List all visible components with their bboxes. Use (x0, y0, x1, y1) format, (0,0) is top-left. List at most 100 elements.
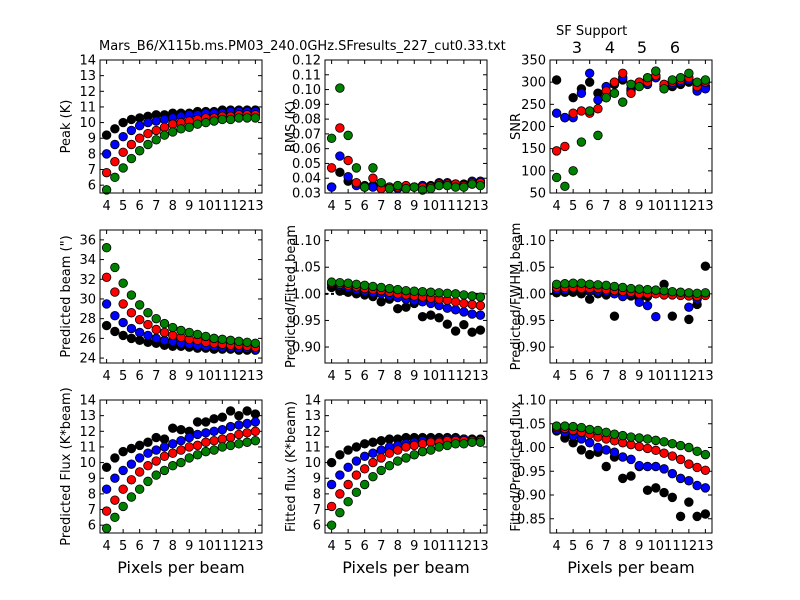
data-point (209, 426, 219, 436)
x-tick-label: 7 (377, 199, 385, 214)
x-tick-label: 9 (410, 369, 418, 384)
y-tick-label: 1.10 (292, 234, 321, 249)
x-tick-label: 11 (439, 539, 456, 554)
data-point (659, 84, 669, 94)
data-point (151, 432, 161, 443)
data-point (134, 484, 145, 494)
data-point (467, 309, 477, 319)
x-tick-label: 4 (102, 539, 110, 554)
data-point (335, 83, 345, 93)
data-point (151, 116, 161, 126)
data-point (659, 464, 669, 474)
data-point (101, 243, 112, 253)
y-tick-label: 200 (521, 120, 546, 135)
data-point (401, 183, 411, 194)
plot-frame (549, 399, 713, 534)
x-tick-label: 13 (472, 369, 489, 384)
data-point (450, 182, 461, 192)
data-point (568, 166, 578, 176)
y-tick-label: 10 (79, 456, 96, 471)
y-axis-label: Peak (K) (59, 100, 74, 154)
data-point (551, 108, 562, 118)
data-point (475, 300, 486, 311)
data-point (376, 282, 386, 293)
data-point (368, 163, 378, 173)
data-point (426, 445, 436, 455)
data-point (700, 465, 711, 476)
data-point (151, 135, 161, 145)
data-point (667, 287, 678, 297)
data-point (110, 453, 120, 463)
y-tick-label: 8 (313, 487, 321, 502)
x-tick-label: 13 (247, 369, 264, 384)
data-point (651, 435, 661, 446)
data-point (560, 421, 570, 431)
data-point (576, 422, 587, 433)
data-point (551, 146, 562, 156)
data-point (118, 317, 128, 328)
y-tick-label: 1.05 (292, 261, 321, 276)
x-tick-label: 4 (552, 539, 560, 554)
data-point (159, 335, 170, 346)
x-tick-label: 7 (152, 199, 160, 214)
subplot-4: 4 5 6 7 8 9 10 11 12 13 0.90 0.95 1.00 1.05 1.10Predic… (284, 225, 489, 384)
data-point (225, 440, 236, 451)
data-point (409, 450, 419, 460)
legend-entry-0: 3 (572, 38, 582, 57)
data-point (609, 447, 620, 457)
data-point (384, 448, 395, 458)
data-point (609, 281, 620, 292)
data-point (642, 300, 653, 311)
data-point (326, 501, 337, 512)
data-point (192, 429, 203, 440)
data-point (475, 437, 486, 447)
data-point (684, 459, 694, 469)
data-point (217, 425, 228, 435)
data-point (551, 75, 562, 85)
data-point (134, 133, 145, 143)
y-tick-label: 1.10 (517, 234, 546, 249)
data-point (168, 448, 178, 458)
data-point (368, 437, 378, 447)
data-point (118, 131, 128, 142)
data-point (184, 327, 194, 338)
data-point (409, 182, 419, 192)
data-point (101, 484, 112, 494)
data-point (568, 421, 578, 432)
data-point (192, 440, 203, 451)
y-tick-label: 0.85 (517, 512, 546, 527)
data-point (642, 73, 653, 83)
data-point (159, 434, 170, 444)
x-tick-label: 12 (456, 539, 473, 554)
data-point (551, 421, 562, 431)
x-tick-label: 10 (198, 539, 215, 554)
data-point (126, 114, 137, 125)
data-point (134, 453, 145, 463)
data-point (159, 122, 170, 132)
data-point (209, 445, 219, 455)
data-point (335, 489, 345, 499)
data-point (351, 279, 362, 289)
data-point (568, 278, 578, 288)
data-point (225, 114, 236, 125)
data-point (601, 280, 611, 291)
data-point (384, 183, 395, 194)
y-tick-label: 300 (521, 76, 546, 91)
data-point (417, 287, 428, 297)
data-point (118, 299, 128, 309)
x-tick-label: 7 (152, 369, 160, 384)
data-point (159, 327, 170, 338)
data-point (201, 117, 211, 128)
data-point (151, 313, 161, 324)
data-point (584, 424, 595, 435)
data-point (659, 448, 669, 458)
data-point (143, 448, 153, 458)
y-tick-label: 0.90 (517, 489, 546, 504)
data-point (368, 281, 378, 292)
data-point (351, 177, 362, 188)
data-point (626, 283, 636, 294)
data-point (151, 125, 161, 136)
data-point (442, 303, 453, 313)
data-point (168, 127, 178, 137)
data-point (143, 308, 153, 318)
